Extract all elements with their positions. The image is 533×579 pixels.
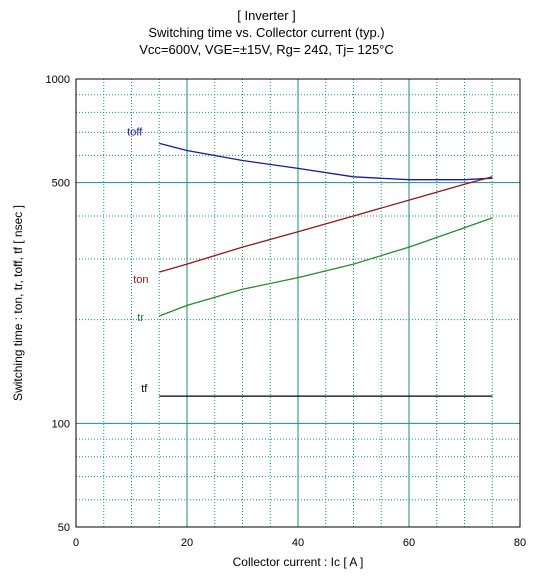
chart-title: [ Inverter ] xyxy=(237,8,296,23)
x-tick-label: 40 xyxy=(292,537,304,549)
series-label-toff: toff xyxy=(127,126,143,138)
x-tick-label: 0 xyxy=(73,537,79,549)
series-line-toff xyxy=(159,142,493,181)
series-label-tr: tr xyxy=(137,312,144,324)
x-tick-label: 20 xyxy=(181,537,193,549)
series-group: toff ton tr tf xyxy=(127,126,493,397)
x-axis-label: Collector current : Ic [ A ] xyxy=(233,555,364,569)
chart-conditions: Vcc=600V, VGE=±15V, Rg= 24Ω, Tj= 125°C xyxy=(139,42,394,57)
chart-subtitle: Switching time vs. Collector current (ty… xyxy=(148,25,385,40)
series-line-tr xyxy=(159,217,493,317)
x-tick-label: 80 xyxy=(514,537,526,549)
y-tick-label: 100 xyxy=(52,418,70,430)
tick-labels: 0 20 40 60 80 50 100 500 1000 xyxy=(46,74,527,549)
series-label-tf: tf xyxy=(141,383,148,395)
x-tick-label: 60 xyxy=(403,537,415,549)
y-tick-label: 500 xyxy=(52,178,70,190)
y-axis-label: Switching time : ton, tr, toff, tf [ nse… xyxy=(11,205,25,401)
y-tick-label: 1000 xyxy=(46,74,70,86)
series-line-ton xyxy=(159,176,493,273)
series-label-ton: ton xyxy=(133,274,148,286)
y-tick-label: 50 xyxy=(58,522,70,534)
plot-frame xyxy=(75,78,521,528)
grid xyxy=(76,79,520,527)
